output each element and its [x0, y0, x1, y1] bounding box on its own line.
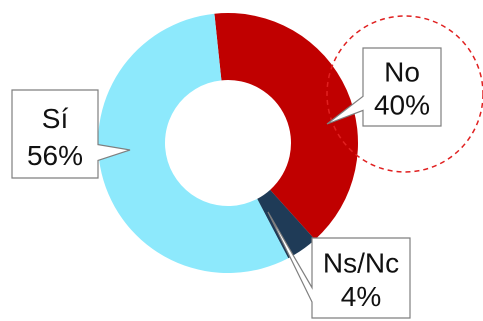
callout-value-s: 56%: [27, 140, 83, 171]
callout-box-no: [326, 47, 442, 127]
donut-slices: [97, 13, 358, 273]
slice-ns-nc: [257, 189, 315, 259]
slice-no: [214, 13, 358, 240]
callout-label-s: Sí: [42, 103, 69, 134]
slice-s: [97, 13, 289, 273]
callout-label-ns-nc: Ns/Nc: [323, 247, 399, 278]
highlight-circle-no: [326, 15, 483, 173]
callout-box-s: [11, 89, 131, 179]
callout-box-ns-nc: [267, 211, 411, 319]
callout-s: Sí 56%: [11, 89, 131, 179]
callout-ns-nc: Ns/Nc4%: [267, 211, 411, 319]
callout-value-no: 40%: [374, 89, 430, 120]
callout-value-ns-nc: 4%: [341, 281, 381, 312]
callout-label-no: No: [384, 57, 420, 88]
